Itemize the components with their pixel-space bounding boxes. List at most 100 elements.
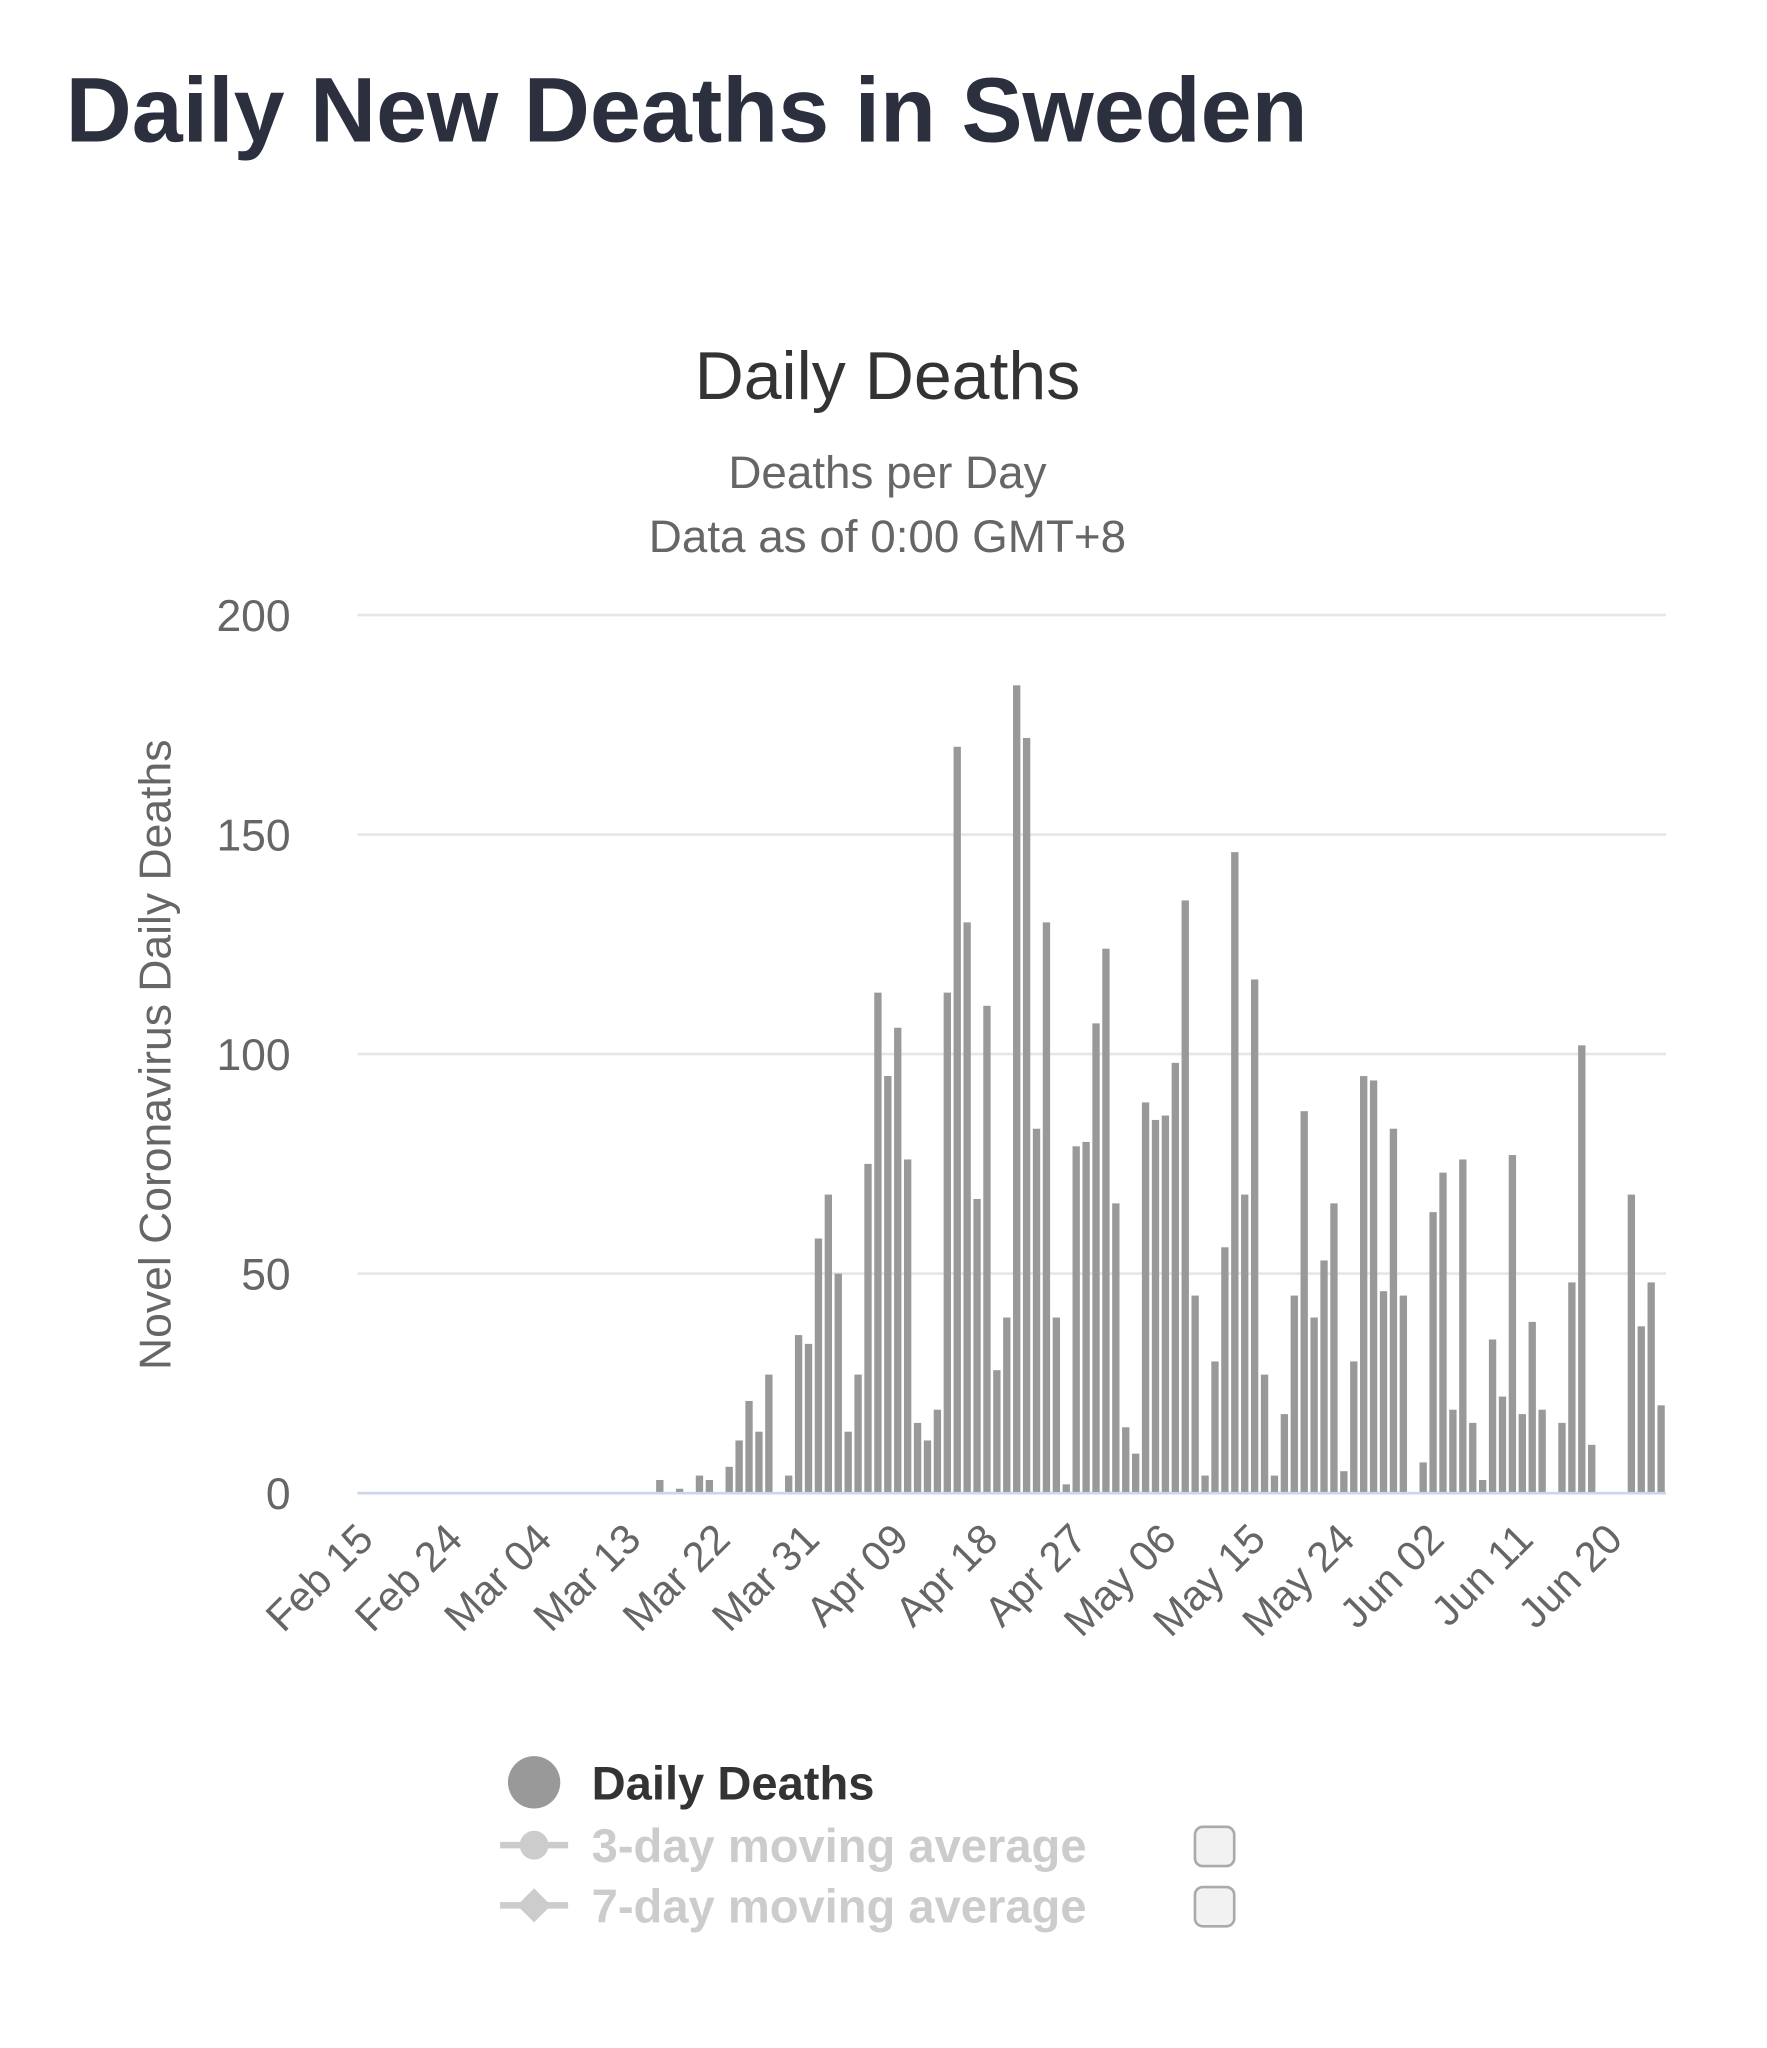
bar bbox=[1112, 1203, 1120, 1494]
x-tick-label: Apr 09 bbox=[797, 1515, 917, 1635]
y-tick-label: 0 bbox=[266, 1470, 291, 1519]
bar bbox=[1003, 1317, 1011, 1494]
bar bbox=[1439, 1172, 1447, 1494]
y-tick-label: 150 bbox=[216, 811, 290, 860]
bar bbox=[993, 1370, 1001, 1494]
bar bbox=[933, 1409, 942, 1494]
bar bbox=[1191, 1295, 1199, 1494]
bar bbox=[1330, 1203, 1338, 1494]
bar bbox=[1578, 1045, 1586, 1494]
bar bbox=[1171, 1062, 1179, 1494]
page-title: Daily New Deaths in Sweden bbox=[66, 59, 1308, 161]
bar bbox=[973, 1198, 981, 1494]
bar bbox=[755, 1431, 763, 1494]
bar bbox=[844, 1431, 852, 1494]
bar bbox=[765, 1374, 773, 1494]
bar bbox=[1657, 1405, 1665, 1494]
bar bbox=[913, 1422, 922, 1494]
bar bbox=[1270, 1475, 1279, 1494]
bar bbox=[1627, 1194, 1636, 1494]
x-tick-label: Apr 18 bbox=[886, 1515, 1006, 1635]
bar bbox=[1042, 922, 1051, 1494]
bar bbox=[953, 746, 961, 1494]
legend-marker bbox=[519, 1830, 549, 1860]
bar bbox=[1280, 1414, 1289, 1494]
bar bbox=[1419, 1462, 1427, 1494]
bar bbox=[1141, 1102, 1150, 1494]
bar bbox=[834, 1273, 842, 1494]
legend-label[interactable]: 7-day moving average bbox=[592, 1879, 1087, 1932]
bar bbox=[1478, 1479, 1487, 1494]
chart-title: Daily Deaths bbox=[695, 338, 1081, 414]
bar bbox=[1518, 1414, 1526, 1494]
bar bbox=[963, 922, 971, 1494]
bar bbox=[1300, 1111, 1308, 1494]
bar bbox=[983, 1005, 991, 1494]
x-tick-label: Jun 02 bbox=[1330, 1515, 1452, 1637]
bar bbox=[1290, 1295, 1298, 1494]
bar bbox=[1488, 1339, 1497, 1494]
bar bbox=[1320, 1260, 1328, 1494]
bar bbox=[1062, 1484, 1070, 1494]
bar bbox=[1538, 1409, 1546, 1494]
bar bbox=[1072, 1146, 1080, 1494]
bar bbox=[1201, 1475, 1209, 1494]
bar bbox=[1508, 1155, 1517, 1494]
chart-subtitle: Data as of 0:00 GMT+8 bbox=[649, 511, 1126, 562]
bar bbox=[1082, 1141, 1090, 1494]
bar bbox=[1122, 1427, 1130, 1494]
bar bbox=[1260, 1374, 1269, 1494]
y-tick-label: 100 bbox=[216, 1031, 290, 1080]
bar bbox=[923, 1440, 932, 1494]
bar bbox=[1231, 852, 1239, 1494]
bar bbox=[1241, 1194, 1249, 1494]
bar bbox=[1637, 1326, 1645, 1494]
legend-label[interactable]: 3-day moving average bbox=[592, 1819, 1087, 1872]
bar bbox=[884, 1076, 892, 1494]
bar bbox=[814, 1238, 823, 1494]
bar bbox=[903, 1159, 912, 1494]
bar bbox=[1369, 1080, 1378, 1494]
checkbox[interactable] bbox=[1193, 1885, 1236, 1928]
bar bbox=[1379, 1291, 1388, 1494]
bar bbox=[1022, 737, 1031, 1494]
bar bbox=[1181, 900, 1189, 1494]
y-axis-label: Novel Coronavirus Daily Deaths bbox=[131, 740, 180, 1370]
bar bbox=[1013, 685, 1021, 1494]
bar bbox=[1092, 1023, 1100, 1494]
bar bbox=[1340, 1471, 1348, 1494]
legend-marker bbox=[507, 1756, 561, 1809]
x-tick-label: Jun 20 bbox=[1509, 1515, 1631, 1637]
bar bbox=[943, 992, 951, 1494]
bar bbox=[735, 1440, 743, 1494]
legend-label[interactable]: Daily Deaths bbox=[592, 1756, 875, 1809]
bar bbox=[794, 1335, 803, 1494]
bar bbox=[1032, 1128, 1041, 1494]
bar bbox=[1161, 1115, 1170, 1494]
bar bbox=[1132, 1453, 1140, 1494]
y-tick-label: 50 bbox=[241, 1250, 290, 1299]
bar bbox=[1221, 1247, 1229, 1494]
bar bbox=[864, 1163, 872, 1494]
bar bbox=[745, 1400, 753, 1494]
bar bbox=[804, 1343, 813, 1494]
chart-subtitle: Deaths per Day bbox=[728, 447, 1046, 498]
bar bbox=[1399, 1295, 1408, 1494]
bar bbox=[1429, 1212, 1437, 1494]
bar bbox=[1459, 1159, 1467, 1494]
bar bbox=[675, 1488, 684, 1494]
bar bbox=[1350, 1361, 1358, 1494]
bar bbox=[1588, 1444, 1596, 1494]
bar bbox=[1211, 1361, 1219, 1494]
bar bbox=[1250, 979, 1259, 1494]
bar bbox=[824, 1194, 833, 1494]
checkbox[interactable] bbox=[1193, 1825, 1236, 1868]
bar bbox=[785, 1475, 793, 1494]
bar bbox=[1568, 1282, 1576, 1494]
bar bbox=[894, 1027, 902, 1494]
bar bbox=[1102, 948, 1110, 1494]
bar bbox=[705, 1479, 714, 1494]
bar bbox=[1310, 1317, 1318, 1494]
bar bbox=[1360, 1076, 1368, 1494]
